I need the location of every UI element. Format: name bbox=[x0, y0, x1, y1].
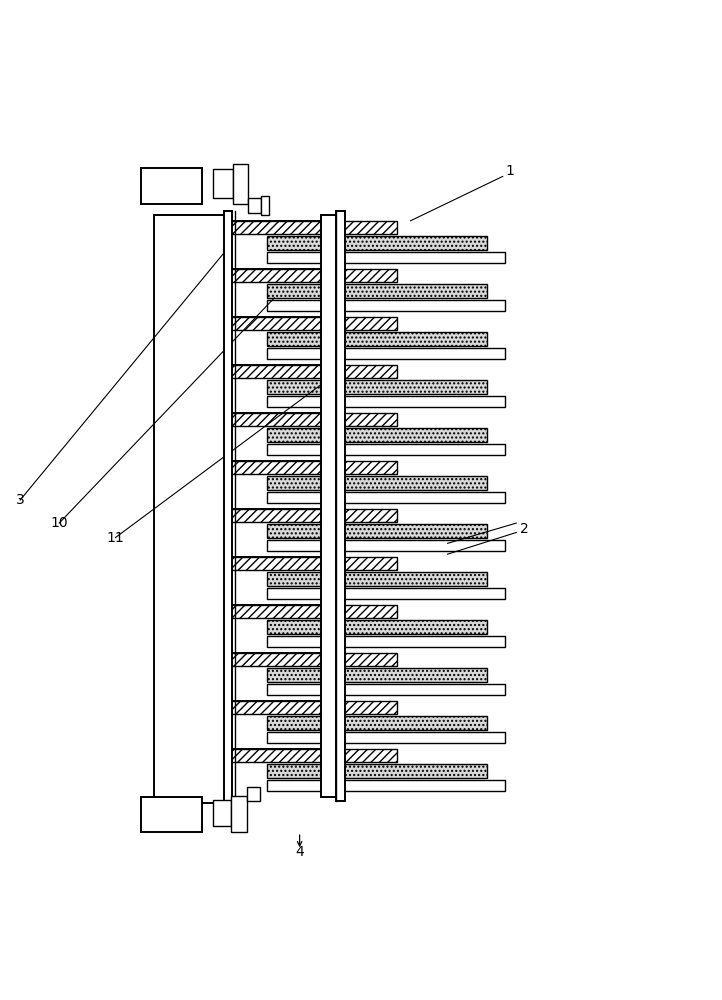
Bar bbox=[261, 196, 269, 215]
Bar bbox=[267, 540, 505, 551]
Bar bbox=[267, 380, 487, 394]
Bar bbox=[267, 492, 505, 503]
Bar bbox=[267, 236, 487, 250]
Bar bbox=[267, 588, 505, 599]
Bar bbox=[213, 169, 233, 198]
Bar bbox=[224, 221, 397, 234]
Bar bbox=[267, 300, 505, 311]
Bar bbox=[267, 524, 487, 538]
Bar bbox=[224, 509, 397, 522]
Bar bbox=[224, 461, 397, 474]
Bar bbox=[224, 701, 397, 714]
Bar bbox=[267, 348, 505, 359]
Text: 10: 10 bbox=[51, 516, 68, 530]
Bar bbox=[267, 620, 487, 634]
Bar bbox=[233, 164, 248, 204]
Bar bbox=[321, 215, 342, 797]
Text: 11: 11 bbox=[107, 531, 124, 545]
Bar bbox=[267, 428, 487, 442]
Bar bbox=[224, 605, 397, 618]
Bar bbox=[224, 317, 397, 330]
Bar bbox=[267, 716, 487, 730]
Bar bbox=[247, 787, 260, 801]
Bar bbox=[267, 732, 505, 743]
Bar bbox=[267, 284, 487, 298]
Bar bbox=[141, 797, 202, 832]
Bar bbox=[267, 636, 505, 647]
Bar bbox=[224, 557, 397, 570]
Bar bbox=[267, 252, 505, 263]
Bar bbox=[267, 444, 505, 455]
Text: 2: 2 bbox=[520, 522, 529, 536]
Bar bbox=[267, 668, 487, 682]
Bar bbox=[267, 332, 487, 346]
Bar bbox=[224, 211, 232, 801]
Bar bbox=[224, 269, 397, 282]
Bar bbox=[224, 749, 397, 762]
Bar bbox=[224, 413, 397, 426]
Text: 4: 4 bbox=[295, 845, 304, 859]
Bar bbox=[248, 198, 261, 213]
Bar bbox=[213, 800, 231, 826]
Bar bbox=[267, 396, 505, 407]
Text: 1: 1 bbox=[505, 164, 514, 178]
Bar bbox=[231, 796, 247, 832]
Bar bbox=[267, 764, 487, 778]
Bar bbox=[224, 653, 397, 666]
Bar bbox=[267, 572, 487, 586]
Text: 3: 3 bbox=[16, 493, 25, 507]
Bar bbox=[336, 211, 345, 801]
Bar bbox=[224, 365, 397, 378]
Bar bbox=[267, 780, 505, 791]
Bar bbox=[267, 684, 505, 695]
Bar bbox=[141, 168, 202, 204]
Bar bbox=[267, 476, 487, 490]
